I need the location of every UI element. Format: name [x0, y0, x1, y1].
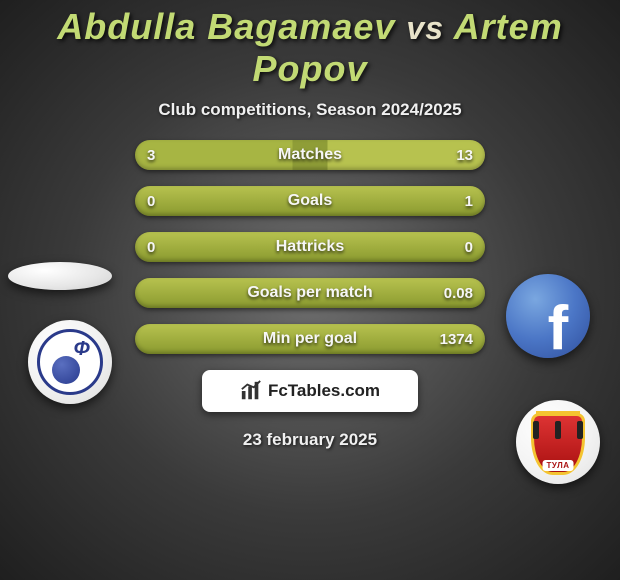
player-a-club-logo: Φ — [28, 320, 112, 404]
source-brand: FcTables.com — [268, 381, 380, 401]
facebook-icon: f — [548, 293, 569, 364]
fakel-logo-icon: Φ — [37, 329, 103, 395]
arsenal-banner: ТУЛА — [543, 460, 574, 471]
stat-right-value: 0 — [465, 232, 473, 262]
stat-left-value: 0 — [147, 232, 155, 262]
vs-text: vs — [406, 10, 444, 46]
stat-label: Hattricks — [276, 238, 344, 256]
stat-label: Goals per match — [247, 284, 372, 302]
player-a-avatar — [8, 262, 112, 290]
bar-chart-icon — [240, 380, 262, 402]
arsenal-cannons-icon — [533, 421, 583, 439]
stat-right-value: 0.08 — [444, 278, 473, 308]
comparison-stage: Φ f ТУЛА 3 Matches 13 0 Goals 1 0 Hattri… — [0, 140, 620, 450]
stat-label: Min per goal — [263, 330, 357, 348]
stat-right-value: 1 — [465, 186, 473, 216]
stat-right-value: 13 — [456, 140, 473, 170]
stat-row-goals-per-match: Goals per match 0.08 — [135, 278, 485, 308]
stat-left-value: 0 — [147, 186, 155, 216]
stat-right-value: 1374 — [440, 324, 473, 354]
player-a-name: Abdulla Bagamaev — [57, 6, 395, 47]
fakel-letter: Φ — [74, 338, 90, 361]
stat-row-matches: 3 Matches 13 — [135, 140, 485, 170]
fakel-ball-icon — [52, 356, 80, 384]
stat-row-hattricks: 0 Hattricks 0 — [135, 232, 485, 262]
arsenal-tula-logo-icon: ТУЛА — [523, 407, 593, 477]
stat-left-value: 3 — [147, 140, 155, 170]
player-b-club-logo: ТУЛА — [516, 400, 600, 484]
stat-label: Matches — [278, 146, 342, 164]
comparison-title: Abdulla Bagamaev vs Artem Popov — [0, 0, 620, 90]
source-badge[interactable]: FcTables.com — [202, 370, 418, 412]
stat-label: Goals — [288, 192, 332, 210]
stat-row-goals: 0 Goals 1 — [135, 186, 485, 216]
stat-bars: 3 Matches 13 0 Goals 1 0 Hattricks 0 Goa… — [135, 140, 485, 354]
stat-row-min-per-goal: Min per goal 1374 — [135, 324, 485, 354]
facebook-badge[interactable]: f — [506, 274, 590, 358]
subtitle: Club competitions, Season 2024/2025 — [0, 100, 620, 120]
